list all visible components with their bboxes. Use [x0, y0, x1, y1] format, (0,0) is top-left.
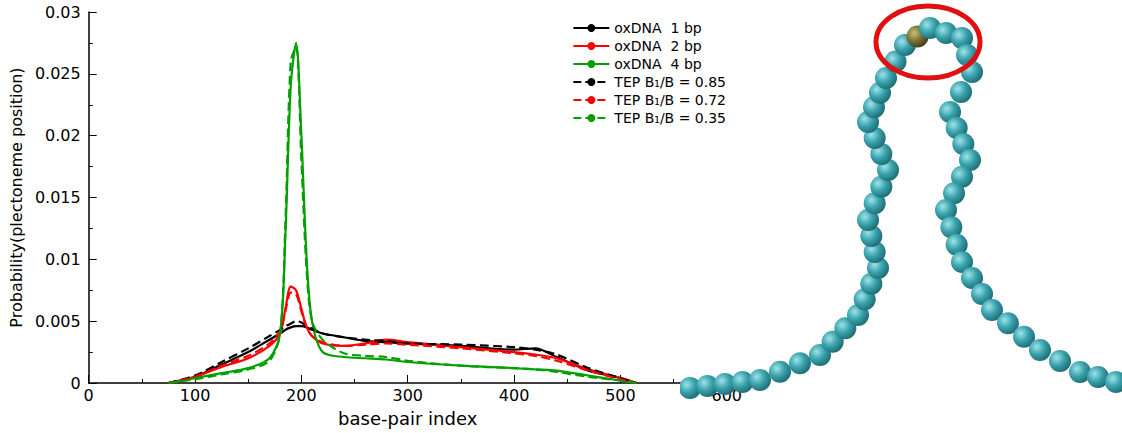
svg-text:TEP B₁/B = 0.35: TEP B₁/B = 0.35: [613, 110, 726, 126]
svg-text:oxDNA 1 bp: oxDNA 1 bp: [614, 20, 701, 36]
svg-text:base-pair index: base-pair index: [338, 408, 478, 429]
svg-text:100: 100: [180, 386, 211, 405]
svg-text:200: 200: [286, 386, 317, 405]
svg-text:oxDNA 4 bp: oxDNA 4 bp: [614, 56, 701, 72]
svg-text:0.03: 0.03: [45, 3, 81, 22]
svg-text:TEP B₁/B = 0.85: TEP B₁/B = 0.85: [613, 74, 726, 90]
svg-text:500: 500: [605, 386, 636, 405]
svg-text:TEP B₁/B = 0.72: TEP B₁/B = 0.72: [613, 92, 726, 108]
svg-text:300: 300: [392, 386, 423, 405]
svg-text:0: 0: [71, 374, 81, 393]
svg-text:600: 600: [711, 385, 742, 405]
svg-text:0.01: 0.01: [45, 250, 81, 269]
svg-text:oxDNA 2 bp: oxDNA 2 bp: [614, 38, 701, 54]
svg-text:0.025: 0.025: [35, 64, 81, 83]
svg-text:0: 0: [84, 386, 94, 405]
svg-text:400: 400: [499, 386, 530, 405]
svg-text:0.005: 0.005: [35, 312, 81, 331]
svg-text:0.015: 0.015: [35, 188, 81, 207]
svg-text:Probability(plectoneme positio: Probability(plectoneme position): [7, 67, 26, 327]
svg-text:0.02: 0.02: [45, 126, 81, 145]
